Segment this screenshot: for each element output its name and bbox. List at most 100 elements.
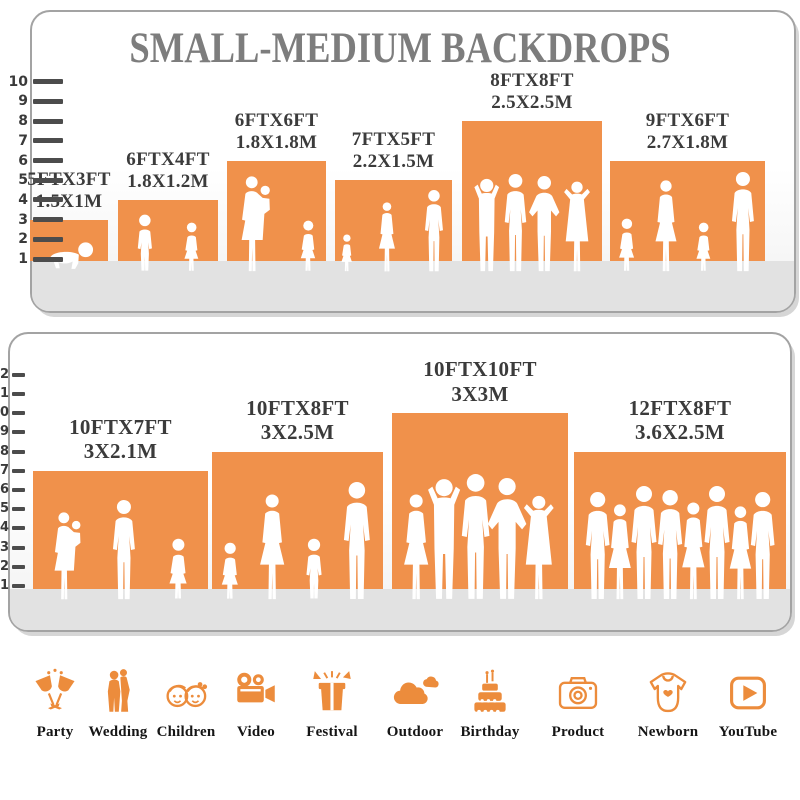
size-meters: 1.5X1M	[35, 190, 103, 212]
axis-tick-mark	[12, 411, 25, 416]
woman-silhouette	[609, 504, 632, 600]
woman-silhouette	[729, 506, 752, 600]
girl-silhouette	[300, 220, 315, 271]
axis-tick-mark	[12, 372, 25, 377]
size-meters: 2.7X1.8M	[646, 131, 729, 153]
bar-size-label: 10FTX8FT 3X2.5M	[148, 396, 448, 445]
man-hands-on-hips-silhouette	[529, 176, 560, 272]
axis-tick-mark	[12, 449, 25, 454]
axis-tick-label: 7	[0, 462, 9, 478]
axis-tick-label: 1	[0, 578, 9, 593]
festival-icon	[313, 671, 351, 711]
man-silhouette	[504, 174, 527, 272]
bar-size-label: 7FTX5FT 2.2X1.5M	[244, 129, 544, 173]
axis-tick-mark	[33, 138, 63, 144]
size-meters: 1.8X1.8M	[235, 131, 318, 153]
axis-tick-mark	[33, 158, 63, 163]
man-silhouette	[344, 482, 371, 599]
children-icon	[166, 682, 208, 708]
page-title: SMALL-MEDIUM BACKDROPS	[129, 25, 671, 72]
woman-carrying-baby-silhouette	[54, 512, 81, 600]
man-silhouette	[732, 172, 755, 272]
toddler-silhouette	[341, 234, 352, 272]
bar-size-label: 10FTX7FT 3X2.1M	[0, 415, 271, 464]
category-label: Children	[156, 724, 216, 740]
size-feet: 10FTX10FT	[423, 357, 537, 382]
axis-tick-mark	[12, 507, 25, 512]
category-label: Birthday	[460, 724, 520, 740]
size-meters: 3X2.1M	[83, 439, 158, 464]
size-meters: 3.6X2.5M	[635, 419, 725, 444]
bar-size-label: 8FTX8FT 2.5X2.5M	[382, 70, 682, 114]
size-feet: 9FTX6FT	[645, 109, 730, 131]
category-item-wedding: Wedding	[76, 668, 160, 741]
axis-tick-mark	[12, 584, 25, 588]
youtube-icon	[730, 676, 766, 710]
category-item-children: Children	[144, 668, 228, 741]
woman-silhouette	[259, 494, 285, 600]
axis-tick-mark	[12, 545, 25, 550]
bar-size-label: 12FTX8FT 3.6X2.5M	[530, 396, 800, 445]
axis-tick-label: 9	[18, 93, 28, 110]
birthday-icon	[474, 669, 506, 714]
axis-tick-mark	[33, 197, 63, 203]
axis-tick-label: 11	[0, 386, 9, 401]
bar-size-label: 6FTX6FT 1.8X1.8M	[127, 110, 427, 154]
axis-tick-label: 4	[18, 191, 28, 208]
category-label: Outdoor	[386, 724, 444, 740]
size-feet: 5FTX3FT	[27, 168, 111, 190]
video-icon	[237, 672, 275, 703]
man-silhouette	[425, 190, 443, 272]
axis-tick-label: 2	[18, 231, 28, 248]
newborn-icon	[649, 672, 687, 713]
category-item-newborn: Newborn	[626, 668, 710, 741]
size-feet: 8FTX8FT	[490, 70, 574, 92]
woman-silhouette	[379, 202, 396, 272]
girl-silhouette	[619, 218, 635, 271]
size-meters: 3X2.5M	[260, 419, 335, 444]
axis-tick-label: 2	[0, 558, 9, 574]
axis-tick-label: 4	[0, 520, 9, 536]
category-label: Festival	[306, 724, 358, 740]
category-item-youtube: YouTube	[706, 668, 790, 741]
axis-tick-label: 8	[0, 443, 9, 459]
axis-tick-label: 6	[0, 482, 9, 497]
axis-tick-mark	[33, 79, 63, 85]
woman-silhouette	[404, 494, 429, 600]
axis-tick-mark	[33, 98, 63, 104]
man-silhouette	[461, 474, 490, 599]
axis-tick-mark	[12, 430, 25, 435]
axis-tick-mark	[33, 118, 63, 124]
boy-silhouette	[306, 538, 322, 599]
axis-tick-label: 5	[18, 172, 28, 189]
size-feet: 7FTX5FT	[351, 129, 436, 151]
man-silhouette	[631, 486, 657, 599]
category-label: Product	[551, 724, 605, 740]
category-label: Wedding	[88, 724, 148, 740]
size-meters: 2.2X1.5M	[352, 151, 435, 173]
axis-tick-label: 3	[0, 539, 9, 555]
size-meters: 2.5X2.5M	[491, 92, 573, 114]
girl-silhouette	[184, 222, 199, 271]
bar-size-label: 5FTX3FT 1.5X1M	[0, 169, 219, 213]
axis-tick-label: 7	[18, 132, 28, 149]
axis-tick-label: 10	[0, 405, 9, 421]
woman-hands-behind-head-silhouette	[564, 181, 590, 272]
axis-tick-label: 8	[18, 113, 28, 130]
axis-tick-mark	[12, 392, 25, 396]
woman-carrying-baby-silhouette	[241, 176, 270, 272]
axis-tick-mark	[12, 488, 25, 492]
baby-silhouette	[49, 242, 93, 269]
axis-tick-mark	[12, 564, 25, 569]
man-silhouette	[112, 500, 135, 600]
girl-silhouette	[169, 538, 188, 599]
category-label: Party	[36, 724, 74, 740]
woman-silhouette	[655, 180, 677, 272]
axis-tick-mark	[12, 526, 25, 531]
category-item-birthday: Birthday	[448, 668, 532, 741]
axis-tick-label: 1	[18, 251, 28, 267]
axis-tick-mark	[33, 177, 63, 183]
wedding-icon	[107, 669, 130, 712]
size-meters: 1.8X1.2M	[127, 170, 209, 192]
backdrop-bar	[118, 199, 218, 261]
